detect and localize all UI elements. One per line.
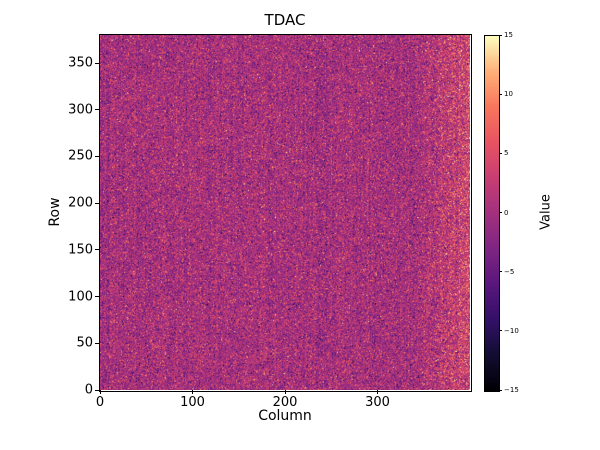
x-tick-label: 200 [272,395,298,410]
colorbar-tick-label: 0 [504,208,509,217]
x-tick-label: 300 [365,395,390,410]
colorbar-tick-label: 15 [504,31,513,39]
y-tick-mark [95,109,99,111]
x-tick-label: 100 [180,395,205,410]
colorbar-tick-label: 10 [504,90,513,99]
colorbar-tick-mark [499,152,502,154]
colorbar-tick-mark [499,93,502,95]
x-axis-label: Column [258,408,312,424]
y-tick-label: 0 [84,382,93,398]
colorbar-tick-label: −5 [504,267,515,276]
x-tick-mark [377,390,378,394]
y-tick-mark [95,155,99,157]
heatmap-canvas [100,35,470,390]
colorbar-tick-mark [499,212,502,213]
x-tick-label: 0 [95,395,105,410]
colorbar-tick-mark [499,34,502,36]
y-tick-mark [95,62,99,64]
y-tick-label: 300 [68,102,93,118]
y-tick-label: 350 [68,55,93,71]
colorbar-tick-mark [499,330,502,332]
y-tick-label: 250 [68,148,93,164]
y-tick-mark [95,249,99,251]
y-tick-mark [95,389,99,391]
y-tick-mark [95,296,99,298]
y-tick-label: 100 [68,289,93,305]
colorbar-tick-label: −10 [504,326,519,335]
y-tick-label: 200 [68,195,93,211]
x-tick-mark [192,390,193,394]
colorbar-tick-mark [499,271,502,273]
y-tick-label: 150 [68,242,93,258]
y-tick-mark [95,202,99,204]
plot-frame [99,34,472,392]
chart-title: TDAC [264,11,306,29]
colorbar-label: Value [538,194,554,230]
colorbar-tick-mark [499,389,502,391]
x-tick-mark [99,390,101,394]
colorbar-tick-label: −15 [504,386,519,394]
x-tick-mark [284,390,286,394]
colorbar-gradient [484,35,500,392]
colorbar-tick-label: 5 [504,149,509,158]
y-tick-mark [95,342,99,344]
y-tick-label: 50 [76,335,93,351]
